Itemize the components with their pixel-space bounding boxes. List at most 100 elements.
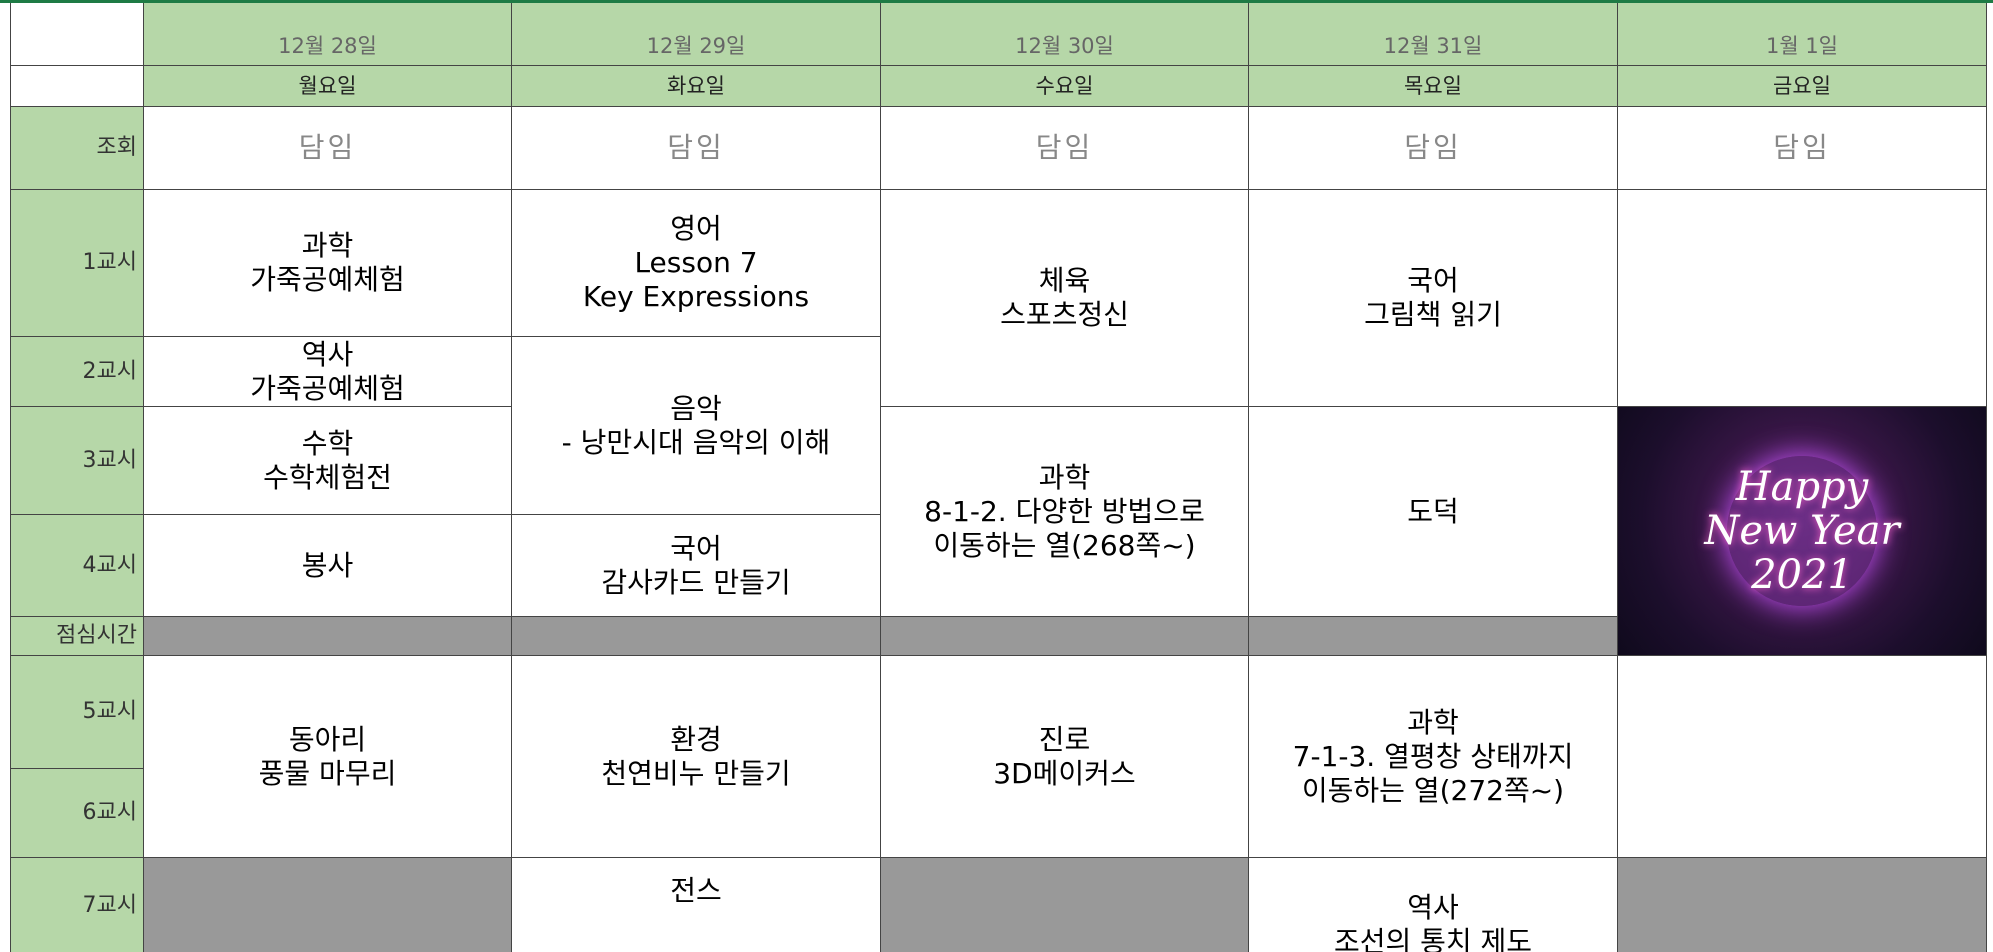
cell-text: 7-1-3. 열평창 상태까지 [1292,739,1574,773]
period: 조회 [96,135,137,160]
period-label: 점심시간 [10,617,144,656]
period: 2교시 [82,358,137,384]
schedule-cell: 역사 가죽공예체험 [144,337,512,407]
image-text: New Year [1704,508,1900,554]
cell-text: 수학 [301,426,354,460]
schedule-cell: 국어 감사카드 만들기 [512,515,881,617]
schedule-cell: 담임 [1249,107,1618,190]
gray-cell [881,858,1249,952]
cell-text: 과학 [1038,460,1091,494]
empty-cell [1618,190,1987,407]
ring [1727,456,1877,606]
schedule-cell: 역사 조선의 통치 제도 [1249,858,1618,952]
schedule-cell: 담임 [881,107,1249,190]
date-header: 12월 30일 [881,3,1249,66]
schedule-cell: 담임 [1618,107,1987,190]
date: 12월 31일 [1383,34,1483,58]
corner [10,66,144,107]
empty-cell [1618,656,1987,858]
period-label: 2교시 [10,337,144,407]
weekday: 월요일 [298,74,357,98]
cell-text: 담임 [1404,131,1462,164]
cell-text: 스포츠정신 [1000,298,1129,331]
schedule-cell: 담임 [144,107,512,190]
schedule-cell: 음악 - 낭만시대 음악의 이해 [512,337,881,515]
weekday-header: 화요일 [512,66,881,107]
cell-text: 환경 [670,722,722,756]
image-text: Happy [1735,464,1869,510]
period-label: 7교시 [10,858,144,952]
period: 7교시 [82,893,137,918]
cell-text: 과학 [301,229,354,262]
date: 12월 28일 [278,34,377,58]
cell-text: 도덕 [1407,494,1459,528]
period: 6교시 [82,800,137,825]
cell-text: 과학 [1407,705,1459,739]
gray-cell [881,617,1249,656]
cell-text: 이동하는 열(268쪽~) [933,528,1196,562]
weekday-header: 금요일 [1618,66,1987,107]
schedule-cell: 영어 Lesson 7 Key Expressions [512,190,881,337]
period-label: 조회 [10,107,144,190]
cell-text: 국어 [670,531,722,565]
date: 1월 1일 [1765,34,1839,58]
schedule-cell: 전스 [512,858,881,952]
date-header: 12월 28일 [144,3,512,66]
date-header: 12월 31일 [1249,3,1618,66]
cell-text: 가죽공예체험 [250,263,405,296]
schedule-cell: 담임 [512,107,881,190]
gray-cell [1249,617,1618,656]
weekday: 화요일 [667,74,725,98]
cell-text: 3D메이커스 [993,756,1136,790]
cell-text: 담임 [667,131,725,164]
period-label: 3교시 [10,407,144,515]
gray-cell [1618,858,1987,952]
cell-text: 천연비누 만들기 [601,756,791,790]
gray-cell [144,858,512,952]
cell-text: 진로 [1038,722,1091,756]
period: 점심시간 [56,623,137,648]
gray-cell [144,617,512,656]
cell-text: 음악 [670,391,722,425]
weekday-header: 월요일 [144,66,512,107]
cell-text: 담임 [298,131,357,164]
cell-text: Key Expressions [582,280,810,313]
gray-cell [512,617,881,656]
period-label: 1교시 [10,190,144,337]
cell-text: 역사 [301,337,354,371]
cell-text: 역사 [1407,891,1459,924]
cell-text: 8-1-2. 다양한 방법으로 [924,494,1205,528]
cell-text: - 낭만시대 음악의 이해 [561,425,831,459]
cell-text: 국어 [1407,264,1459,297]
cell-text: 수학체험전 [263,460,392,494]
schedule-cell: 국어 그림책 읽기 [1249,190,1618,407]
cell-text: 가죽공예체험 [250,371,405,405]
schedule-cell: 환경 천연비누 만들기 [512,656,881,858]
date-header: 12월 29일 [512,3,881,66]
cell-text: 체육 [1038,264,1091,297]
schedule-cell: 과학 8-1-2. 다양한 방법으로 이동하는 열(268쪽~) [881,407,1249,617]
date: 12월 30일 [1015,34,1114,58]
schedule-cell: 과학 가죽공예체험 [144,190,512,337]
weekday-header: 수요일 [881,66,1249,107]
image-text: 2021 [1751,552,1853,598]
period: 5교시 [82,699,137,724]
cell-text: 조선의 통치 제도 [1333,925,1533,952]
schedule-cell: 수학 수학체험전 [144,407,512,515]
schedule-cell: 진로 3D메이커스 [881,656,1249,858]
cell-text: 영어 [670,212,722,245]
period: 1교시 [82,250,137,275]
weekday: 수요일 [1035,74,1094,98]
cell-text: 그림책 읽기 [1364,298,1502,331]
period-label: 6교시 [10,769,144,858]
cell-text: 봉사 [301,548,354,582]
cell-text: 감사카드 만들기 [601,565,791,599]
cell-text: 동아리 [288,722,367,756]
cell-text: 이동하는 열(272쪽~) [1301,773,1565,807]
period: 3교시 [82,447,137,473]
schedule-cell: 과학 7-1-3. 열평창 상태까지 이동하는 열(272쪽~) [1249,656,1618,858]
date: 12월 29일 [646,34,746,58]
weekday: 금요일 [1773,74,1831,98]
